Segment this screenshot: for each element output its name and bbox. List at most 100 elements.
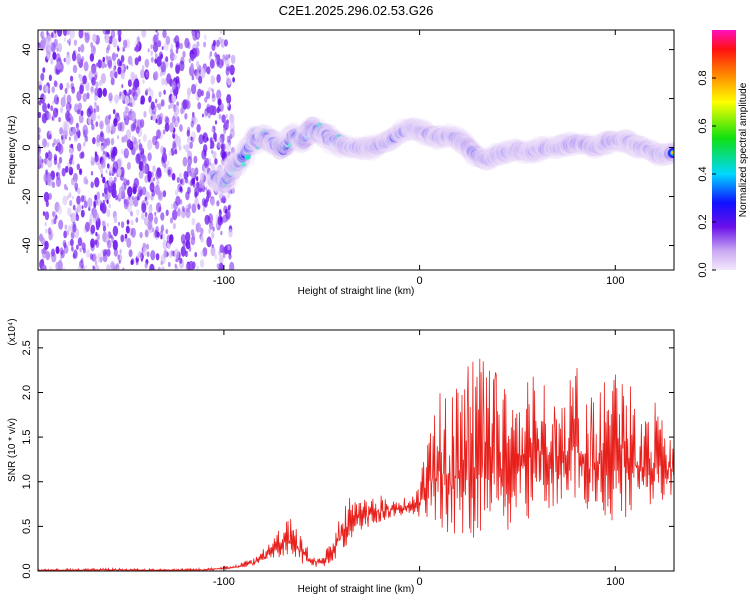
noise-dot <box>203 199 208 208</box>
noise-dot <box>209 104 215 116</box>
noise-dot <box>54 155 57 161</box>
noise-dot <box>218 58 224 69</box>
noise-dot <box>52 210 55 217</box>
noise-dot <box>194 47 200 57</box>
noise-dot <box>68 136 71 141</box>
noise-dot <box>140 68 145 79</box>
noise-dot <box>90 171 94 176</box>
noise-dot <box>107 60 113 69</box>
noise-dot <box>89 213 93 221</box>
noise-dot <box>59 127 63 135</box>
noise-dot <box>156 129 161 139</box>
noise-dot <box>145 200 149 206</box>
noise-dot <box>133 140 139 151</box>
noise-dot <box>232 77 236 83</box>
noise-dot <box>112 161 119 172</box>
noise-dot <box>196 41 200 48</box>
noise-dot <box>228 151 231 157</box>
noise-dot <box>191 75 195 81</box>
noise-dot <box>228 253 232 260</box>
noise-dot <box>65 101 72 113</box>
noise-dot <box>45 228 48 234</box>
noise-dot <box>219 133 225 144</box>
noise-dot <box>55 246 60 255</box>
noise-dot <box>206 90 211 100</box>
noise-dot <box>145 71 149 78</box>
noise-dot <box>163 249 168 258</box>
snr-ytick-label: 2.5 <box>21 340 33 355</box>
noise-dot <box>187 93 191 101</box>
noise-dot <box>91 64 97 75</box>
noise-dot <box>161 46 164 51</box>
noise-dot <box>138 161 144 171</box>
noise-dot <box>102 192 105 197</box>
noise-dot <box>50 32 54 39</box>
noise-dot <box>175 195 181 206</box>
noise-dot <box>160 145 165 155</box>
noise-dot <box>76 203 82 213</box>
noise-dot <box>84 135 89 143</box>
noise-dot <box>108 165 113 174</box>
noise-dot <box>132 186 137 195</box>
noise-dot <box>113 176 117 183</box>
noise-dot <box>125 225 130 234</box>
noise-dot <box>169 51 175 62</box>
noise-dot <box>41 264 47 270</box>
noise-dot <box>109 70 115 79</box>
noise-dot <box>141 163 148 175</box>
noise-dot <box>132 121 137 129</box>
noise-dot <box>158 91 162 98</box>
noise-dot <box>78 30 84 39</box>
noise-dot <box>100 173 103 178</box>
noise-dot <box>95 138 101 148</box>
noise-dot <box>152 135 158 146</box>
noise-dot <box>83 141 86 147</box>
noise-dot <box>136 36 140 43</box>
noise-dot <box>118 193 122 199</box>
noise-dot <box>108 114 112 120</box>
noise-dot <box>38 144 41 153</box>
noise-dot <box>198 134 204 145</box>
noise-dot <box>218 262 224 270</box>
noise-dot <box>211 232 215 239</box>
noise-dot <box>207 167 211 175</box>
colorbar-label: Normalized spectral amplitude <box>738 82 749 217</box>
noise-dot <box>155 53 158 59</box>
noise-dot <box>162 30 167 39</box>
noise-dot <box>107 30 111 35</box>
noise-dot <box>172 209 178 221</box>
noise-dot <box>94 264 100 270</box>
noise-dot <box>48 74 53 82</box>
noise-dot <box>85 221 90 232</box>
noise-dot <box>190 229 195 237</box>
noise-dot <box>123 134 128 143</box>
noise-dot <box>76 244 79 250</box>
noise-dot <box>196 32 200 39</box>
noise-dot <box>171 173 176 181</box>
noise-dot <box>153 34 159 45</box>
noise-dot <box>229 113 235 124</box>
noise-dot <box>106 248 111 257</box>
noise-dot <box>155 98 158 104</box>
noise-dot <box>105 124 111 134</box>
noise-dot <box>132 75 135 81</box>
noise-dot <box>221 195 226 204</box>
noise-dot <box>157 190 163 201</box>
noise-dot <box>175 64 180 74</box>
noise-dot <box>67 39 69 44</box>
noise-dot <box>81 242 86 251</box>
noise-dot <box>79 152 83 159</box>
noise-dot <box>205 186 208 191</box>
noise-dot <box>69 200 73 207</box>
snr-line <box>38 358 674 571</box>
noise-dot <box>122 267 125 270</box>
noise-dot <box>120 148 124 155</box>
snr-ytick-label: 1.0 <box>21 474 33 489</box>
noise-dot <box>219 216 223 222</box>
noise-dot <box>117 157 123 169</box>
noise-dot <box>58 156 63 164</box>
noise-dot <box>179 42 183 50</box>
noise-dot <box>162 147 166 154</box>
noise-dot <box>153 42 159 53</box>
noise-dot <box>123 89 127 96</box>
